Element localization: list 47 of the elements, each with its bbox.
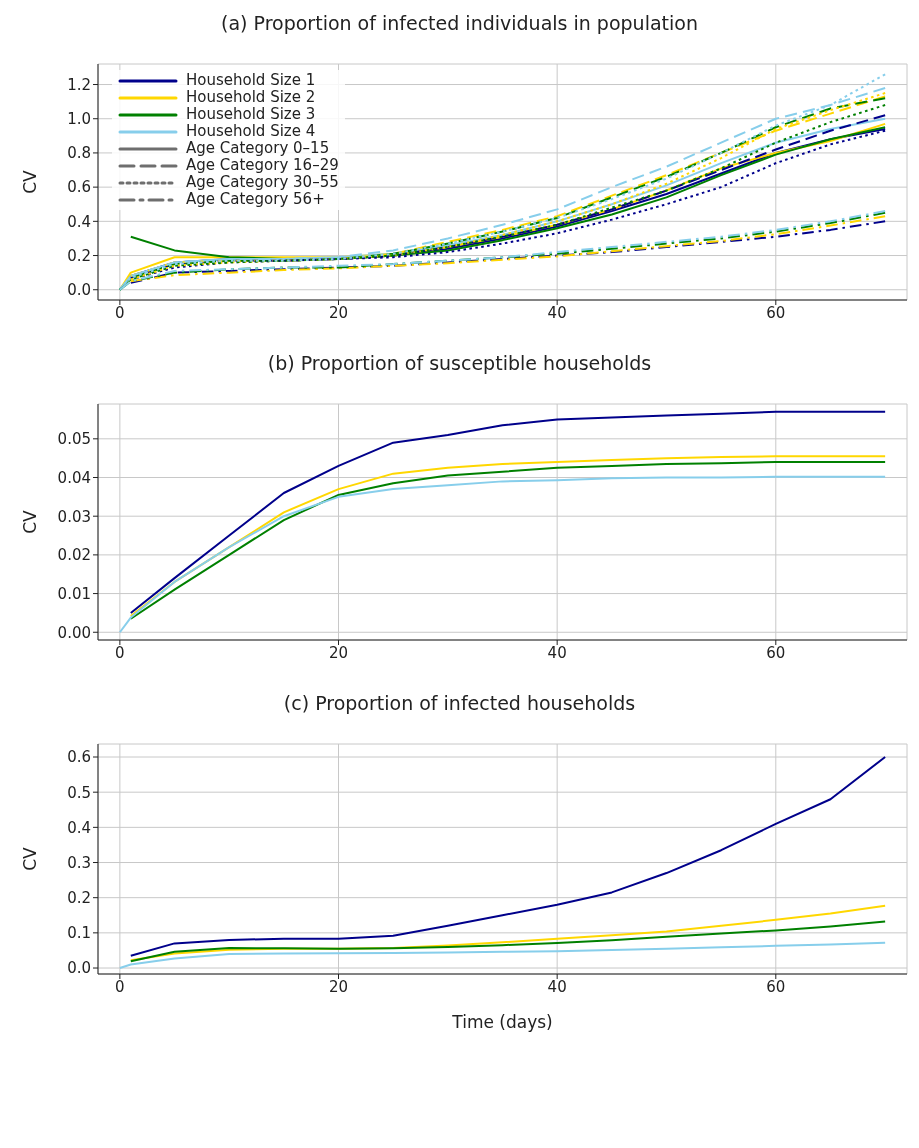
legend-label: Household Size 3 <box>186 105 316 123</box>
y-tick-label: 0.01 <box>57 584 91 603</box>
y-tick-label: 1.2 <box>67 75 91 94</box>
x-tick-label: 60 <box>766 977 786 996</box>
legend-label: Age Category 16–29 <box>186 156 339 174</box>
y-tick-label: 0.05 <box>57 430 91 449</box>
x-tick-label: 40 <box>547 303 567 322</box>
y-tick-label: 0.00 <box>57 623 91 642</box>
legend-label: Household Size 4 <box>186 122 316 140</box>
y-tick-label: 0.0 <box>67 281 91 300</box>
chart-title: (c) Proportion of infected households <box>282 691 637 716</box>
x-tick-label: 0 <box>115 303 125 322</box>
legend-label: Age Category 56+ <box>186 190 325 208</box>
y-tick-label: 1.0 <box>67 110 91 129</box>
y-tick-label: 0.4 <box>67 212 91 231</box>
x-tick-label: 20 <box>328 977 349 996</box>
x-tick-label: 0 <box>115 977 125 996</box>
y-axis-title: CV <box>20 846 41 871</box>
x-tick-label: 60 <box>766 643 786 662</box>
x-axis-title: Time (days) <box>451 1012 553 1032</box>
y-tick-label: 0.1 <box>67 924 91 943</box>
legend-label: Age Category 30–55 <box>186 173 339 191</box>
legend-label: Age Category 0–15 <box>186 139 330 157</box>
x-tick-label: 60 <box>766 303 786 322</box>
legend-label: Household Size 1 <box>186 71 316 89</box>
chart-title: (a) Proportion of infected individuals in population <box>220 11 699 36</box>
x-tick-label: 0 <box>115 643 125 662</box>
y-tick-label: 0.5 <box>67 783 91 802</box>
y-tick-label: 0.2 <box>67 889 91 908</box>
x-tick-label: 40 <box>547 977 567 996</box>
y-tick-label: 0.02 <box>57 546 91 565</box>
y-tick-label: 0.6 <box>67 178 91 197</box>
y-tick-label: 0.4 <box>67 818 91 837</box>
y-tick-label: 0.8 <box>67 144 91 163</box>
y-axis-title: CV <box>20 169 41 194</box>
y-tick-label: 0.3 <box>67 853 91 872</box>
y-tick-label: 0.03 <box>57 507 91 526</box>
x-tick-label: 40 <box>547 643 567 662</box>
x-tick-label: 20 <box>328 643 349 662</box>
y-tick-label: 0.2 <box>67 246 91 265</box>
y-tick-label: 0.0 <box>67 959 91 978</box>
y-tick-label: 0.6 <box>67 748 91 767</box>
y-tick-label: 0.04 <box>57 468 91 487</box>
chart-title: (b) Proportion of susceptible households <box>266 351 653 376</box>
y-axis-title: CV <box>20 509 41 534</box>
x-tick-label: 20 <box>328 303 349 322</box>
legend-label: Household Size 2 <box>186 88 316 106</box>
